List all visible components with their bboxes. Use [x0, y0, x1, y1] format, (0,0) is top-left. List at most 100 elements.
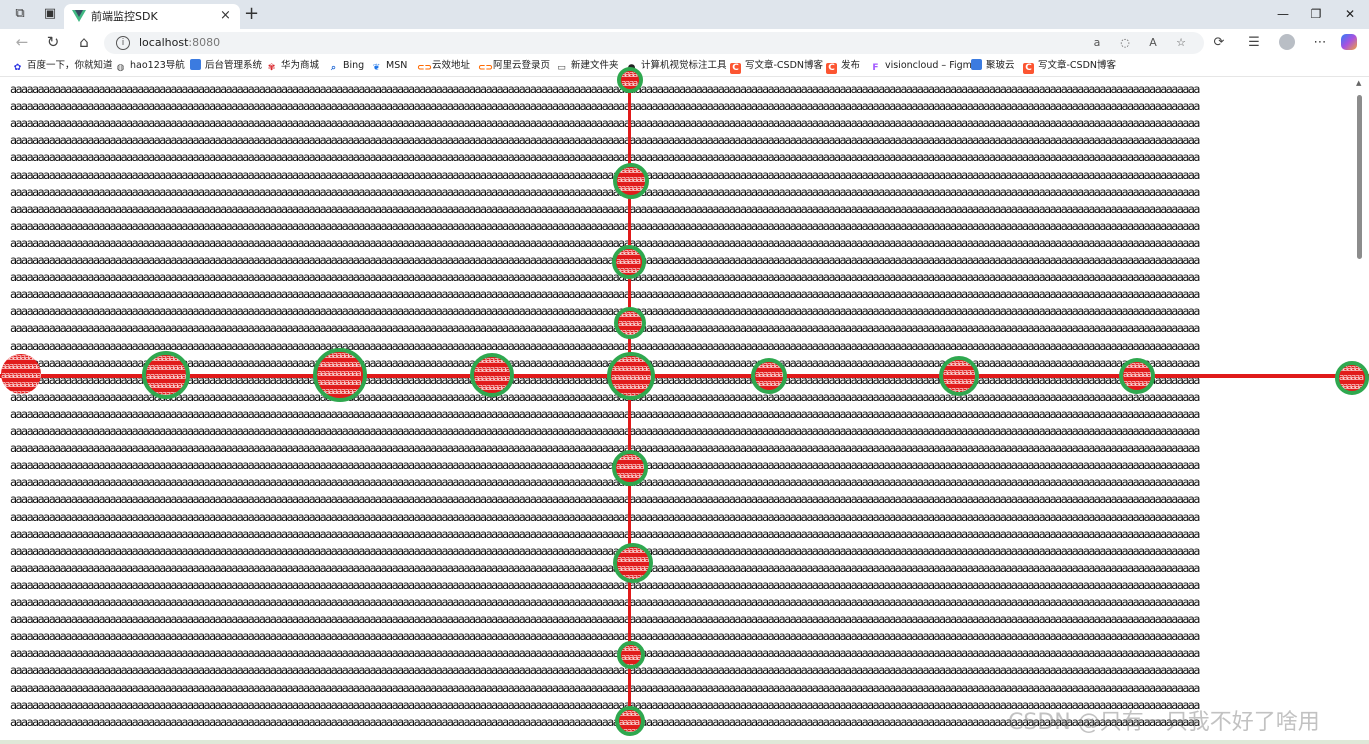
- text-line: aaaaaaaaaaaaaaaaaaaaaaaaaaaaaaaaaaaaaaaa…: [10, 629, 1200, 644]
- aliyun-icon: ⊂⊃: [478, 63, 494, 73]
- bookmark-item[interactable]: ▭ 新建文件夹: [556, 58, 618, 74]
- minimize-button[interactable]: —: [1277, 7, 1289, 21]
- marker-text: aaaaaaaaaaaaaaaaaaaaaaaaaaaaaaaaaaaaaaaa…: [616, 249, 641, 275]
- text-line: aaaaaaaaaaaaaaaaaaaaaaaaaaaaaaaaaaaaaaaa…: [10, 475, 1200, 490]
- bookmark-item[interactable]: ✾ 华为商城: [266, 58, 319, 74]
- favorites-icon[interactable]: ☰: [1248, 35, 1260, 50]
- read-aloud-icon[interactable]: A: [1149, 36, 1157, 49]
- text-line: aaaaaaaaaaaaaaaaaaaaaaaaaaaaaaaaaaaaaaaa…: [10, 184, 1200, 199]
- text-line: aaaaaaaaaaaaaaaaaaaaaaaaaaaaaaaaaaaaaaaa…: [10, 253, 1200, 267]
- bookmark-label: 发布: [841, 60, 861, 71]
- tracking-prevention-icon[interactable]: ◌: [1120, 36, 1130, 49]
- marker-text: aaaaaaaaaaaaaaaaaaaaaaaaaaaaaaaaaaaaaaaa…: [619, 710, 640, 732]
- bookmark-label: 计算机视觉标注工具: [641, 60, 727, 71]
- back-arrow-icon[interactable]: ←: [15, 33, 29, 51]
- restore-button[interactable]: ❐: [1310, 7, 1322, 21]
- address-bar[interactable]: i localhost:8080 a ◌ A ☆: [104, 32, 1204, 54]
- marker-text: aaaaaaaaaaaaaaaaaaaaaaaaaaaaaaaaaaaaaaaa…: [1339, 365, 1364, 391]
- sample-marker: aaaaaaaaaaaaaaaaaaaaaaaaaaaaaaaaaaaaaaaa…: [614, 307, 646, 339]
- bookmark-item[interactable]: C 发布: [826, 58, 860, 74]
- copilot-icon[interactable]: [1341, 34, 1357, 50]
- home-icon[interactable]: ⌂: [79, 33, 89, 51]
- bookmark-item[interactable]: C 写文章-CSDN博客: [730, 58, 823, 74]
- scroll-up-arrow-icon[interactable]: ▲: [1356, 79, 1362, 87]
- page-content: aaaaaaaaaaaaaaaaaaaaaaaaaaaaaaaaaaaaaaaa…: [0, 77, 1352, 744]
- csdn-icon: C: [1023, 63, 1034, 74]
- new-tab-button[interactable]: +: [244, 3, 260, 24]
- bookmark-label: 后台管理系统: [205, 60, 263, 71]
- bookmark-item[interactable]: 后台管理系统: [190, 58, 262, 74]
- favorite-star-icon[interactable]: ☆: [1176, 36, 1186, 49]
- text-line: aaaaaaaaaaaaaaaaaaaaaaaaaaaaaaaaaaaaaaaa…: [10, 595, 1200, 609]
- bookmark-item[interactable]: 聚玻云: [971, 58, 1015, 74]
- bookmark-label: 云效地址: [432, 60, 471, 71]
- scrollbar[interactable]: ▲: [1352, 77, 1369, 744]
- marker-text: aaaaaaaaaaaaaaaaaaaaaaaaaaaaaaaaaaaaaaaa…: [1, 354, 41, 394]
- bookmark-item[interactable]: C 写文章-CSDN博客: [1023, 58, 1116, 74]
- bookmark-label: 写文章-CSDN博客: [1038, 60, 1117, 71]
- msn-icon: ❦: [372, 63, 381, 73]
- text-line: aaaaaaaaaaaaaaaaaaaaaaaaaaaaaaaaaaaaaaaa…: [10, 150, 1200, 165]
- text-line: aaaaaaaaaaaaaaaaaaaaaaaaaaaaaaaaaaaaaaaa…: [10, 270, 1200, 285]
- refresh-icon[interactable]: ↻: [46, 33, 60, 51]
- text-line: aaaaaaaaaaaaaaaaaaaaaaaaaaaaaaaaaaaaaaaa…: [10, 82, 1200, 96]
- tab-active[interactable]: 前端监控SDK ×: [64, 4, 240, 29]
- marker-text: aaaaaaaaaaaaaaaaaaaaaaaaaaaaaaaaaaaaaaaa…: [618, 311, 642, 335]
- bookmark-label: 百度一下，你就知道: [27, 60, 113, 71]
- bookmark-item[interactable]: ⊂⊃云效地址: [417, 58, 470, 74]
- bookmarks-bar: ✿ 百度一下，你就知道 ◍ hao123导航 后台管理系统 ✾ 华为商城 ⌕ Bing ❦ MSN ⊂…: [0, 56, 1369, 77]
- bookmark-item[interactable]: ⊂⊃阿里云登录页: [478, 58, 550, 74]
- close-window-button[interactable]: ✕: [1344, 7, 1356, 21]
- extensions-icon[interactable]: ⟳: [1213, 35, 1225, 50]
- translate-icon[interactable]: a: [1093, 36, 1101, 49]
- bookmark-label: MSN: [386, 60, 408, 71]
- text-line: aaaaaaaaaaaaaaaaaaaaaaaaaaaaaaaaaaaaaaaa…: [10, 560, 1200, 575]
- url-text[interactable]: localhost:8080: [139, 36, 221, 49]
- sample-marker: aaaaaaaaaaaaaaaaaaaaaaaaaaaaaaaaaaaaaaaa…: [607, 352, 655, 400]
- text-line: aaaaaaaaaaaaaaaaaaaaaaaaaaaaaaaaaaaaaaaa…: [10, 235, 1200, 250]
- text-line: aaaaaaaaaaaaaaaaaaaaaaaaaaaaaaaaaaaaaaaa…: [10, 99, 1200, 114]
- tab-title: 前端监控SDK: [91, 10, 158, 23]
- text-line: aaaaaaaaaaaaaaaaaaaaaaaaaaaaaaaaaaaaaaaa…: [10, 577, 1200, 592]
- more-menu-icon[interactable]: ⋯: [1313, 35, 1327, 50]
- search-icon: ⌕: [330, 63, 337, 73]
- vertical-sample-line: [628, 78, 631, 728]
- tab-close-icon[interactable]: ×: [220, 8, 231, 23]
- sample-marker: aaaaaaaaaaaaaaaaaaaaaaaaaaaaaaaaaaaaaaaa…: [142, 351, 190, 399]
- text-line: aaaaaaaaaaaaaaaaaaaaaaaaaaaaaaaaaaaaaaaa…: [10, 492, 1200, 507]
- site-info-icon[interactable]: i: [116, 36, 130, 50]
- workspaces-icon[interactable]: ⧉: [15, 6, 25, 21]
- bookmark-label: hao123导航: [130, 60, 185, 71]
- csdn-watermark: CSDN @只有一只我不好了啥用: [1008, 710, 1320, 735]
- bookmark-item[interactable]: ●计算机视觉标注工具: [626, 58, 727, 74]
- text-line: aaaaaaaaaaaaaaaaaaaaaaaaaaaaaaaaaaaaaaaa…: [10, 543, 1200, 558]
- text-line: aaaaaaaaaaaaaaaaaaaaaaaaaaaaaaaaaaaaaaaa…: [10, 321, 1200, 336]
- huawei-icon: ✾: [267, 63, 276, 73]
- sample-marker: aaaaaaaaaaaaaaaaaaaaaaaaaaaaaaaaaaaaaaaa…: [615, 706, 645, 736]
- bottom-strip: [0, 740, 1369, 744]
- bookmark-item[interactable]: ❦ MSN: [371, 58, 408, 74]
- text-line: aaaaaaaaaaaaaaaaaaaaaaaaaaaaaaaaaaaaaaaa…: [10, 458, 1200, 473]
- scrollbar-thumb[interactable]: [1357, 95, 1362, 259]
- profile-avatar[interactable]: [1279, 34, 1295, 50]
- text-line: aaaaaaaaaaaaaaaaaaaaaaaaaaaaaaaaaaaaaaaa…: [10, 338, 1200, 353]
- tab-actions-icon[interactable]: ▣: [43, 6, 57, 21]
- bookmark-item[interactable]: ✿ 百度一下，你就知道: [12, 58, 113, 74]
- sample-marker: aaaaaaaaaaaaaaaaaaaaaaaaaaaaaaaaaaaaaaaa…: [617, 67, 643, 93]
- bookmark-label: 聚玻云: [986, 60, 1015, 71]
- marker-text: aaaaaaaaaaaaaaaaaaaaaaaaaaaaaaaaaaaaaaaa…: [474, 357, 510, 393]
- text-line: aaaaaaaaaaaaaaaaaaaaaaaaaaaaaaaaaaaaaaaa…: [10, 526, 1200, 541]
- bookmark-item[interactable]: ⌕ Bing: [328, 58, 364, 74]
- text-line: aaaaaaaaaaaaaaaaaaaaaaaaaaaaaaaaaaaaaaaa…: [10, 201, 1200, 216]
- marker-text: aaaaaaaaaaaaaaaaaaaaaaaaaaaaaaaaaaaaaaaa…: [621, 71, 638, 89]
- text-line: aaaaaaaaaaaaaaaaaaaaaaaaaaaaaaaaaaaaaaaa…: [10, 389, 1200, 404]
- sample-marker: aaaaaaaaaaaaaaaaaaaaaaaaaaaaaaaaaaaaaaaa…: [613, 163, 649, 199]
- csdn-icon: C: [826, 63, 837, 74]
- folder-icon: ▭: [557, 63, 566, 73]
- marker-text: aaaaaaaaaaaaaaaaaaaaaaaaaaaaaaaaaaaaaaaa…: [616, 454, 644, 482]
- text-line: aaaaaaaaaaaaaaaaaaaaaaaaaaaaaaaaaaaaaaaa…: [10, 287, 1200, 302]
- globe-icon: ◍: [116, 63, 125, 73]
- sample-marker: aaaaaaaaaaaaaaaaaaaaaaaaaaaaaaaaaaaaaaaa…: [313, 348, 367, 402]
- bookmark-item[interactable]: ◍ hao123导航: [115, 58, 185, 74]
